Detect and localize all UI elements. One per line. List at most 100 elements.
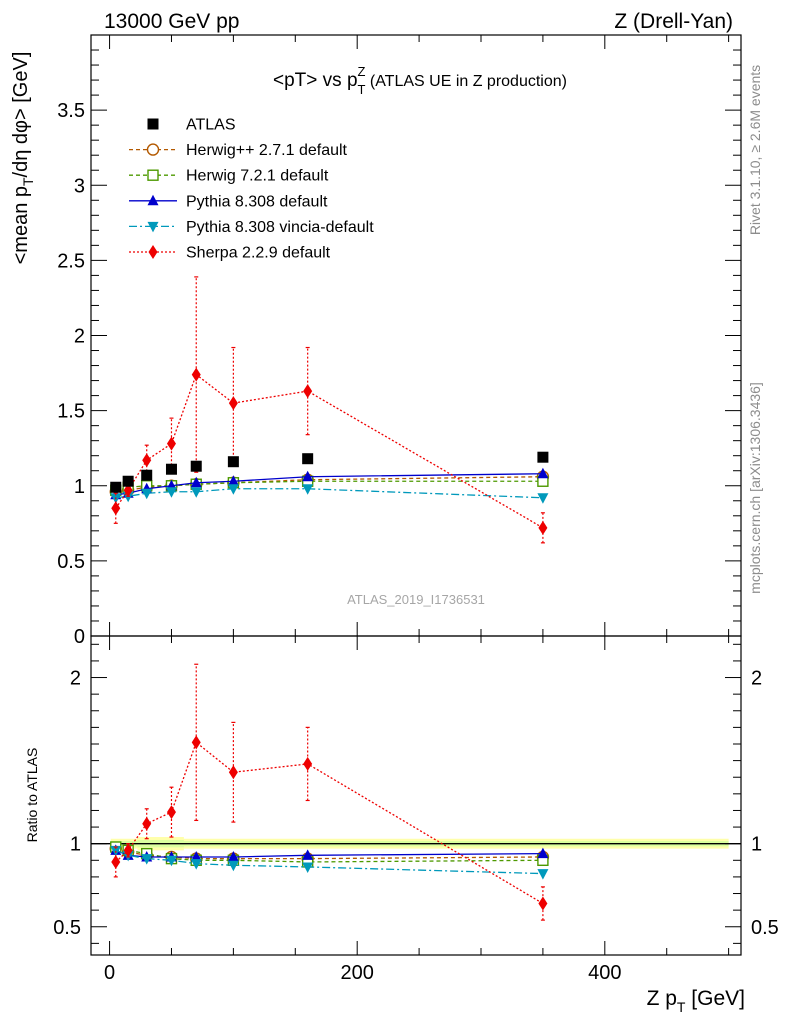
y-ratio-tick-label: 2 [70, 668, 81, 690]
axes-layer: 0 200 400 0 0.5 1 1.5 2 2.5 3 3.5 0.5 0.5 1 1 2 2 [53, 35, 779, 984]
atlas-data-point [165, 463, 177, 475]
legend-marker-3 [147, 194, 159, 206]
y-main-tick-label: 3.5 [57, 100, 85, 122]
mcplots-reference-text: mcplots.cern.ch [arXiv:1306.3436] [747, 382, 763, 594]
x-tick-label: 400 [588, 962, 621, 984]
series-4-ratio-point [303, 756, 313, 771]
series-4-ratio-point [142, 816, 152, 831]
x-tick-label: 200 [341, 962, 374, 984]
legend-label-0: ATLAS [186, 117, 236, 134]
series-3-ratio-point [227, 860, 239, 872]
series-4-ratio-point [191, 735, 201, 750]
series-4-ratio-point [111, 854, 121, 869]
series-4-main-point [123, 483, 133, 498]
legend-label-4: Pythia 8.308 vincia-default [186, 219, 374, 236]
series-1-main-line [115, 480, 543, 491]
x-axis-label-main: Z p [647, 987, 677, 1010]
series-4-main-point [111, 501, 121, 516]
series-4-main-point [191, 367, 201, 382]
series-3-main-line [115, 488, 543, 499]
series-4-main-line [115, 373, 544, 529]
series-3-ratio-point [537, 869, 549, 880]
y-main-tick-label: 0.5 [57, 551, 85, 573]
atlas-data-point [227, 456, 239, 468]
chart-title-sub: T [357, 82, 365, 97]
series-3-ratio-line [115, 849, 543, 875]
x-axis-label: Z pT [GeV] [647, 987, 745, 1015]
y-axis-label-c: /dη dφ> [GeV] [10, 52, 32, 178]
series-3-ratio-point [165, 855, 177, 867]
series-2-main-point [227, 475, 239, 486]
series-3-main-point [302, 484, 314, 495]
series-3-main-point [165, 487, 177, 498]
legend-marker-4 [147, 221, 159, 233]
x-tick-label: 0 [104, 962, 115, 984]
x-axis-label-sub: T [677, 999, 686, 1015]
series-2-ratio-line [115, 849, 543, 858]
series-3-ratio-point [190, 859, 202, 870]
y-axis-label-b: T [20, 177, 36, 186]
series-4-main-point [303, 384, 313, 399]
legend-marker-0 [147, 118, 159, 130]
y-ratio-tick-label-right: 0.5 [751, 917, 779, 939]
header-left: 13000 GeV pp [104, 10, 239, 33]
series-2-main-point [302, 470, 314, 482]
header-right: Z (Drell-Yan) [614, 10, 733, 33]
atlas-data-point [537, 451, 549, 463]
atlas-data-point [141, 469, 153, 481]
series-3-main-point [190, 487, 202, 498]
watermark-label: ATLAS_2019_I1736531 [347, 592, 485, 607]
y-main-tick-label: 2 [74, 326, 85, 348]
series-4-ratio-point [538, 896, 548, 911]
legend-label-1: Herwig++ 2.7.1 default [186, 142, 348, 159]
series-3-ratio-point [302, 862, 314, 873]
x-axis-label-rest: [GeV] [685, 987, 745, 1010]
atlas-data-point [122, 475, 134, 487]
atlas-data-point [302, 453, 314, 465]
legend-label-3: Pythia 8.308 default [186, 193, 328, 210]
legend-label-2: Herwig 7.2.1 default [186, 168, 329, 185]
series-2-ratio-point [302, 849, 314, 860]
chart-title-rest: (ATLAS UE in Z production) [365, 73, 567, 90]
legend: ATLAS Herwig++ 2.7.1 default Herwig 7.2.1 … [129, 117, 374, 262]
series-4-ratio-point [166, 805, 176, 820]
chart-title-main: <pT> vs p [273, 70, 358, 91]
series-4-main-point [538, 520, 548, 535]
legend-marker-5 [148, 245, 158, 259]
y-ratio-tick-label-right: 2 [751, 668, 762, 690]
y-main-tick-label: 0 [74, 626, 85, 648]
series-3-ratio-point [141, 854, 153, 865]
series-4-ratio-point [123, 843, 133, 858]
series-2-ratio-point [190, 850, 202, 862]
atlas-data-point [110, 481, 122, 493]
y-ratio-tick-label: 1 [70, 834, 81, 856]
series-4-ratio-line [115, 741, 544, 905]
series-2-main-point [537, 467, 549, 479]
legend-marker-2 [147, 169, 159, 181]
y-main-tick-label: 3 [74, 175, 85, 197]
series-3-main-point [537, 493, 549, 504]
chart-title-sup: Z [358, 64, 366, 79]
y-ratio-tick-label: 0.5 [53, 917, 81, 939]
series-4-main-point [142, 453, 152, 468]
y-axis-label-a: <mean p [10, 186, 32, 264]
series-2-ratio-point [537, 847, 549, 859]
y-main-tick-label: 1 [74, 476, 85, 498]
y-axis-label-ratio: Ratio to ATLAS [24, 748, 40, 843]
rivet-version-text: Rivet 3.1.10, ≥ 2.6M events [747, 65, 763, 235]
series-4-ratio-point [228, 765, 238, 780]
series-2-ratio-point [227, 850, 239, 862]
legend-marker-1 [146, 143, 160, 156]
y-main-tick-label: 2.5 [57, 250, 85, 272]
ratio-plot-layer [91, 663, 741, 921]
y-main-tick-label: 1.5 [57, 401, 85, 423]
series-2-main-point [190, 476, 202, 488]
chart-title: <pT> vs pZ T (ATLAS UE in Z production) [273, 64, 567, 97]
y-axis-label-main: <mean pT/dη dφ> [GeV] [10, 52, 36, 265]
series-4-main-point [166, 436, 176, 451]
atlas-data-point [190, 460, 202, 472]
main-plot-layer [109, 276, 550, 544]
legend-label-5: Sherpa 2.2.9 default [186, 245, 331, 262]
series-3-main-point [141, 488, 153, 500]
